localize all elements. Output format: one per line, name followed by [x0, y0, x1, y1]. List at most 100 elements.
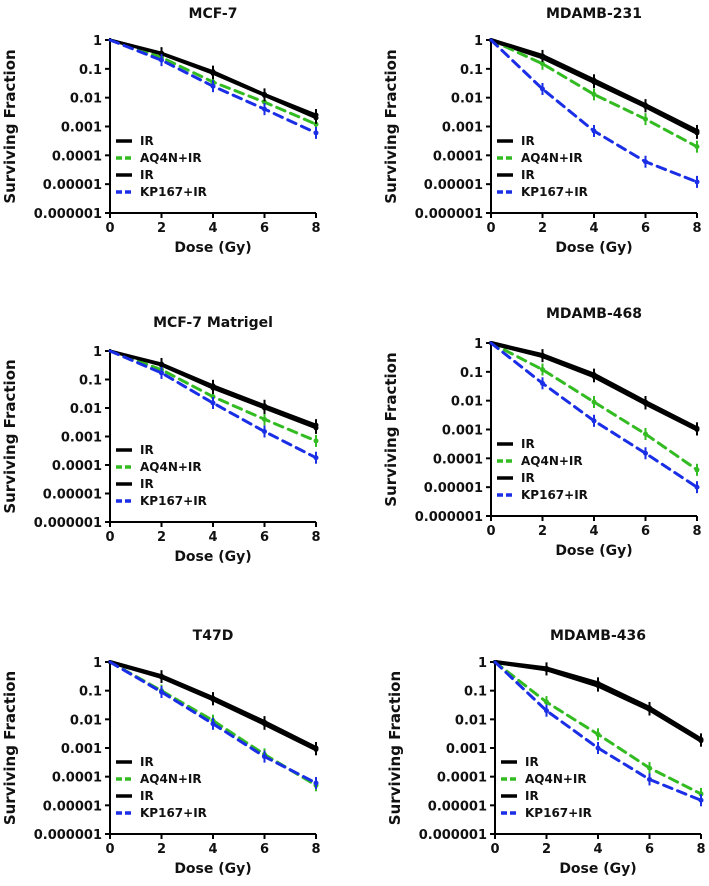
x-tick-label: 0: [105, 842, 114, 857]
legend-label: AQ4N+IR: [521, 454, 583, 468]
y-tick-label: 0.1: [464, 685, 487, 700]
y-tick-label: 0.01: [451, 92, 483, 107]
legend-label: IR: [521, 471, 535, 485]
x-tick-label: 6: [641, 524, 650, 539]
y-tick-label: 1: [93, 656, 102, 671]
y-tick-label: 0.001: [61, 742, 102, 757]
x-tick-label: 2: [157, 842, 166, 857]
legend-label: IR: [525, 755, 539, 769]
chart-title: MDAMB-231: [546, 6, 642, 22]
y-tick-label: 1: [474, 337, 483, 352]
x-tick-label: 8: [311, 221, 320, 236]
x-tick-label: 8: [311, 530, 320, 545]
x-tick-label: 4: [589, 524, 598, 539]
x-tick-label: 4: [593, 842, 602, 857]
legend-label: AQ4N+IR: [525, 772, 587, 786]
chart-panel-3: MCF-7 Matrigel 1 0.1 0.01 0.001 0.0001 0.00001…: [1, 315, 321, 565]
chart-panel-6: MDAMB-436 1 0.1 0.01 0.001 0.0001 0.00001 0.000…: [386, 628, 706, 877]
x-tick-label: 2: [542, 842, 551, 857]
chart-panel-4: MDAMB-468 1 0.1 0.01 0.001 0.0001 0.00001 0.000…: [382, 306, 702, 559]
legend-label: IR: [521, 168, 535, 182]
x-axis-label: Dose (Gy): [555, 240, 632, 256]
chart-title: MDAMB-468: [546, 306, 642, 322]
series-line-ir: [493, 660, 703, 742]
x-tick-label: 6: [260, 530, 269, 545]
y-tick-label: 1: [93, 345, 102, 360]
y-tick-label: 0.000001: [419, 828, 487, 843]
y-tick-label: 0.01: [70, 402, 102, 417]
y-tick-label: 0.01: [451, 395, 483, 410]
x-tick-label: 6: [260, 221, 269, 236]
y-tick-label: 0.000001: [34, 516, 102, 531]
y-tick-label: 0.01: [70, 92, 102, 107]
y-tick-label: 0.00001: [43, 488, 102, 503]
y-tick-label: 0.0001: [433, 452, 483, 467]
y-tick-label: 0.00001: [424, 178, 483, 193]
x-tick-label: 0: [486, 524, 495, 539]
y-tick-label: 0.001: [442, 121, 483, 136]
y-tick-label: 0.0001: [52, 459, 102, 474]
y-axis-label: Surviving Fraction: [382, 49, 400, 203]
chart-panel-2: MDAMB-231 1 0.1 0.01 0.001 0.0001 0.00001 0.000…: [382, 6, 702, 256]
legend-label: IR: [525, 789, 539, 803]
y-tick-label: 0.000001: [34, 828, 102, 843]
chart-title: T47D: [193, 628, 234, 644]
x-tick-label: 2: [157, 530, 166, 545]
legend-label: KP167+IR: [521, 488, 588, 502]
x-axis-label: Dose (Gy): [559, 861, 636, 877]
y-tick-label: 0.01: [455, 713, 487, 728]
x-tick-label: 0: [490, 842, 499, 857]
y-tick-label: 0.1: [79, 63, 102, 78]
x-tick-label: 4: [208, 221, 217, 236]
x-tick-label: 6: [645, 842, 654, 857]
y-tick-label: 0.000001: [415, 207, 483, 222]
x-tick-label: 2: [538, 221, 547, 236]
x-tick-label: 4: [589, 221, 598, 236]
legend-label: KP167+IR: [140, 494, 207, 508]
y-tick-label: 0.0001: [433, 149, 483, 164]
series-line-kp167-ir: [108, 349, 318, 460]
y-axis-label: Surviving Fraction: [1, 671, 19, 825]
legend-label: IR: [140, 789, 154, 803]
chart-title: MDAMB-436: [550, 628, 646, 644]
legend-label: KP167+IR: [140, 806, 207, 820]
legend-label: IR: [140, 755, 154, 769]
x-axis-label: Dose (Gy): [174, 549, 251, 565]
legend-label: KP167+IR: [521, 185, 588, 199]
series-line-ir: [108, 660, 318, 752]
series-line-aq4n-ir: [489, 38, 699, 149]
legend-label: AQ4N+IR: [140, 151, 202, 165]
y-tick-label: 0.001: [61, 431, 102, 446]
chart-panel-1: MCF-7 1 0.1 0.01 0.001 0.0001 0.00001 0.0000010…: [1, 6, 321, 256]
legend-label: IR: [140, 443, 154, 457]
y-tick-label: 0.001: [446, 742, 487, 757]
x-tick-label: 2: [157, 221, 166, 236]
x-tick-label: 0: [105, 530, 114, 545]
y-axis-label: Surviving Fraction: [386, 671, 404, 825]
y-tick-label: 0.001: [442, 424, 483, 439]
y-axis-label: Surviving Fraction: [1, 359, 19, 513]
x-tick-label: 4: [208, 842, 217, 857]
x-axis-label: Dose (Gy): [174, 861, 251, 877]
x-tick-label: 4: [208, 530, 217, 545]
x-tick-label: 8: [692, 524, 701, 539]
x-axis-label: Dose (Gy): [555, 543, 632, 559]
legend-label: KP167+IR: [140, 185, 207, 199]
legend-label: IR: [140, 134, 154, 148]
y-tick-label: 0.0001: [52, 149, 102, 164]
x-tick-label: 2: [538, 524, 547, 539]
x-tick-label: 8: [692, 221, 701, 236]
y-tick-label: 0.00001: [428, 799, 487, 814]
chart-title: MCF-7 Matrigel: [153, 315, 273, 331]
x-tick-label: 6: [641, 221, 650, 236]
y-tick-label: 0.00001: [43, 799, 102, 814]
legend-label: IR: [521, 134, 535, 148]
legend-label: AQ4N+IR: [140, 772, 202, 786]
legend-label: IR: [521, 437, 535, 451]
legend-label: AQ4N+IR: [140, 460, 202, 474]
y-axis-label: Surviving Fraction: [1, 49, 19, 203]
x-tick-label: 0: [486, 221, 495, 236]
y-tick-label: 0.1: [460, 366, 483, 381]
